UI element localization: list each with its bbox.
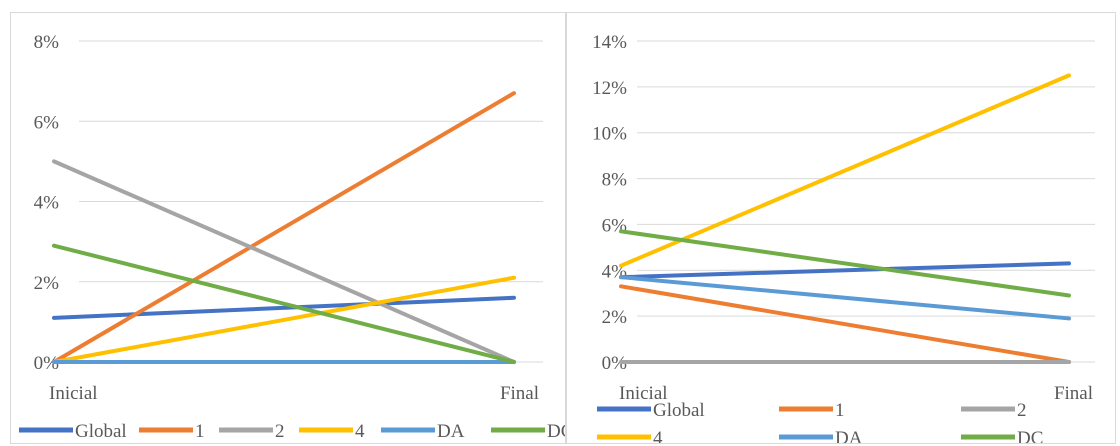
right-legend-label: DA <box>835 428 863 443</box>
right-series-line-1 <box>619 284 1071 364</box>
left-y-tick-label: 0% <box>34 353 60 374</box>
right-legend-label: Global <box>653 400 705 421</box>
left-x-tick-label: Inicial <box>49 383 98 404</box>
left-legend-label: DA <box>437 421 465 442</box>
right-legend-label: DC <box>1017 428 1043 443</box>
left-legend-label: Global <box>75 421 127 442</box>
right-legend-label: 1 <box>835 400 845 421</box>
right-y-tick-label: 8% <box>602 170 628 191</box>
left-y-tick-label: 8% <box>34 32 60 53</box>
left-legend-label: DC <box>547 421 565 442</box>
chart-left-svg: 0% 2% 4% 6% 8% Inicial Final Global 1 2 4 DA DC <box>19 32 565 442</box>
right-series-line-global <box>619 261 1071 280</box>
right-series-line-4 <box>619 73 1071 268</box>
right-y-tick-label: 12% <box>592 78 627 99</box>
left-series-line-4 <box>52 275 516 364</box>
left-y-tick-label: 2% <box>34 273 60 294</box>
left-legend-label: 4 <box>355 421 365 442</box>
left-y-tick-label: 6% <box>34 112 60 133</box>
right-x-tick-label: Inicial <box>619 383 668 404</box>
right-series-line-da <box>619 275 1071 321</box>
left-series-line-dc <box>52 243 516 364</box>
left-series-line-2 <box>52 159 516 364</box>
chart-right: 0% 2% 4% 6% 8% 10% 12% 14% Inicial Final Global 1 2 4… <box>566 12 1116 444</box>
right-y-tick-label: 0% <box>602 353 628 374</box>
right-y-tick-label: 10% <box>592 124 627 145</box>
right-legend-label: 4 <box>653 428 663 443</box>
left-legend-label: 1 <box>195 421 205 442</box>
chart-left: 0% 2% 4% 6% 8% Inicial Final Global 1 2 4 DA DC <box>10 12 566 444</box>
right-series-line-dc <box>619 229 1071 298</box>
right-legend-label: 2 <box>1017 400 1027 421</box>
left-legend-label: 2 <box>275 421 285 442</box>
left-series-line-global <box>52 295 516 320</box>
right-y-tick-label: 2% <box>602 307 628 328</box>
left-x-tick-label: Final <box>500 383 539 404</box>
left-series-line-1 <box>52 91 516 364</box>
right-x-tick-label: Final <box>1054 383 1093 404</box>
left-y-tick-label: 4% <box>34 193 60 214</box>
right-y-tick-label: 14% <box>592 32 627 53</box>
